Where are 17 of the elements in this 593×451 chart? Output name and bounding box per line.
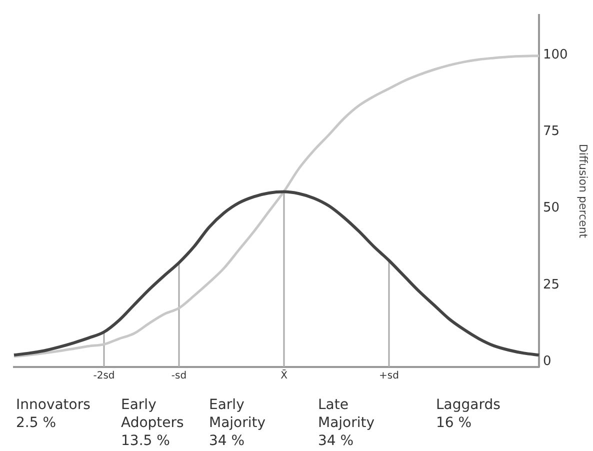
line-series: [12, 190, 540, 357]
y-tick-label: 25: [542, 277, 560, 292]
y-tick-label: 75: [542, 124, 560, 139]
text: Early Majority 34 %: [209, 396, 266, 450]
y-tick-label: 50: [542, 200, 560, 216]
y-tick-label: 100: [542, 47, 568, 62]
text: Innovators 2.5 %: [16, 396, 90, 432]
x-tick-label: -sd: [171, 370, 187, 382]
x-tick-label: +sd: [379, 370, 399, 382]
x-tick-label: X̄: [280, 368, 288, 382]
line-series: [12, 54, 540, 358]
text: Laggards 16 %: [436, 396, 500, 432]
x-tick-label: -2sd: [93, 370, 115, 382]
text: Late Majority 34 %: [318, 396, 375, 450]
y-axis-title: Diffusion percent: [576, 144, 590, 239]
y-tick-label: 0: [542, 354, 552, 370]
text: Early Adopters 13.5 %: [121, 396, 184, 450]
